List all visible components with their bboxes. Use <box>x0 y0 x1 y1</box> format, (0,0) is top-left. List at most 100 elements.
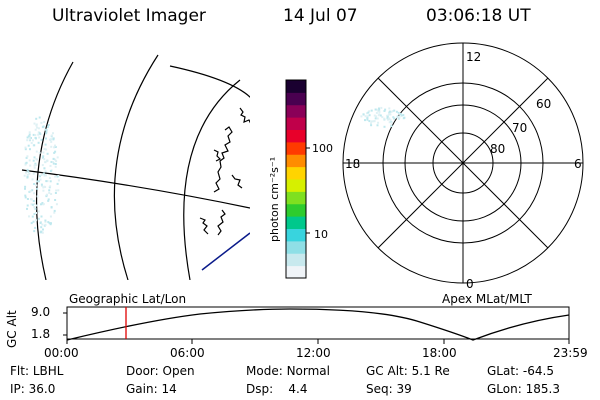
aurora-pixel <box>370 122 372 125</box>
aurora-pixel <box>402 114 405 117</box>
aurora-pixel <box>47 199 50 202</box>
aurora-pixel <box>383 110 386 112</box>
aurora-pixel <box>44 143 47 146</box>
aurora-pixel <box>25 171 27 174</box>
status-filter: Flt: LBHL <box>10 364 64 378</box>
aurora-pixel <box>30 198 32 201</box>
aurora-pixel <box>28 190 31 193</box>
aurora-pixel <box>44 170 47 173</box>
coastline <box>231 174 243 189</box>
aurora-pixel <box>377 121 380 124</box>
aurora-pixel <box>54 158 57 161</box>
aurora-pixel <box>45 137 47 140</box>
colorbar-cell <box>286 191 306 205</box>
aurora-pixel <box>49 164 52 167</box>
aurora-pixel <box>34 226 37 229</box>
aurora-pixel <box>28 172 31 175</box>
aurora-pixel <box>24 187 26 190</box>
colorbar-cell <box>286 240 306 254</box>
aurora-pixel <box>56 156 59 159</box>
aurora-pixel <box>37 180 40 183</box>
aurora-pixel <box>41 164 44 167</box>
aurora-pixel <box>391 110 394 113</box>
aurora-pixel <box>30 222 33 225</box>
status-ip: IP: 36.0 <box>10 382 56 396</box>
aurora-pixel <box>38 136 41 139</box>
coastline <box>213 126 233 193</box>
aurora-pixel <box>43 148 46 150</box>
aurora-pixel <box>27 144 30 147</box>
aurora-pixel <box>376 117 379 120</box>
aurora-pixel <box>39 222 42 224</box>
aurora-pixel <box>39 175 41 178</box>
aurora-pixel <box>49 223 52 226</box>
aurora-pixel <box>33 230 36 233</box>
aurora-pixel <box>35 219 38 222</box>
aurora-pixel <box>38 151 41 154</box>
aurora-pixel <box>24 146 27 149</box>
aurora-pixel <box>403 116 406 119</box>
aurora-pixel <box>390 121 393 124</box>
aurora-pixel <box>397 111 400 114</box>
aurora-pixel <box>35 158 38 161</box>
latitude-line <box>36 61 74 280</box>
aurora-pixel <box>375 108 378 111</box>
aurora-pixel <box>35 184 38 187</box>
x-tick-label: 23:59 <box>553 346 588 360</box>
aurora-pixel <box>49 215 52 218</box>
aurora-pixel <box>49 180 52 183</box>
aurora-pixel <box>55 160 58 163</box>
aurora-pixel <box>50 138 52 141</box>
aurora-pixel <box>388 117 390 120</box>
aurora-pixel <box>381 116 384 119</box>
aurora-pixel <box>48 177 51 179</box>
x-tick-label: 06:00 <box>170 346 205 360</box>
aurora-pixel <box>26 176 29 179</box>
polar-plot <box>342 42 584 284</box>
aurora-pixel <box>36 187 39 190</box>
aurora-pixel <box>48 222 51 225</box>
geographic-label: Geographic Lat/Lon <box>69 292 187 306</box>
latitude-line <box>183 79 241 280</box>
y-tick-label: 9.0 <box>31 305 51 319</box>
altitude-curve <box>66 308 570 341</box>
aurora-pixel <box>398 116 401 119</box>
aurora-pixel <box>383 117 386 120</box>
aurora-pixel <box>50 145 53 148</box>
colorbar-cell <box>286 228 306 242</box>
polar-axis <box>377 77 549 249</box>
aurora-pixel <box>54 199 57 201</box>
aurora-pixel <box>49 170 52 173</box>
aurora-pixel <box>370 109 373 112</box>
aurora-pixel <box>42 228 44 231</box>
aurora-pixel <box>35 123 38 126</box>
colorbar-cell <box>286 216 306 229</box>
aurora-pixel <box>43 158 46 161</box>
aurora-pixel <box>366 112 368 115</box>
terminator-line <box>201 232 250 271</box>
aurora-pixel <box>32 159 35 162</box>
aurora-pixel <box>46 126 49 128</box>
aurora-pixel <box>44 223 47 226</box>
aurora-pixel <box>44 220 47 223</box>
status-seq: Seq: 39 <box>366 382 412 396</box>
aurora-pixel <box>54 165 57 168</box>
aurora-pixel <box>388 121 391 124</box>
aurora-pixel <box>52 157 55 160</box>
aurora-pixel <box>54 175 57 178</box>
aurora-pixel <box>390 110 393 113</box>
aurora-pixel <box>389 113 392 116</box>
mlt-label-18: 18 <box>345 157 360 171</box>
aurora-pixel <box>24 196 27 199</box>
time-label: 03:06:18 UT <box>426 6 531 26</box>
aurora-pixel <box>51 161 54 164</box>
aurora-pixel <box>36 180 39 183</box>
coastline <box>239 107 250 124</box>
coastline <box>213 149 222 162</box>
aurora-pixel <box>31 203 34 206</box>
aurora-pixel <box>368 120 371 123</box>
aurora-pixel <box>33 213 36 215</box>
aurora-pixel <box>46 180 49 183</box>
colorbar-cell <box>286 265 306 279</box>
aurora-pixel <box>31 178 34 181</box>
